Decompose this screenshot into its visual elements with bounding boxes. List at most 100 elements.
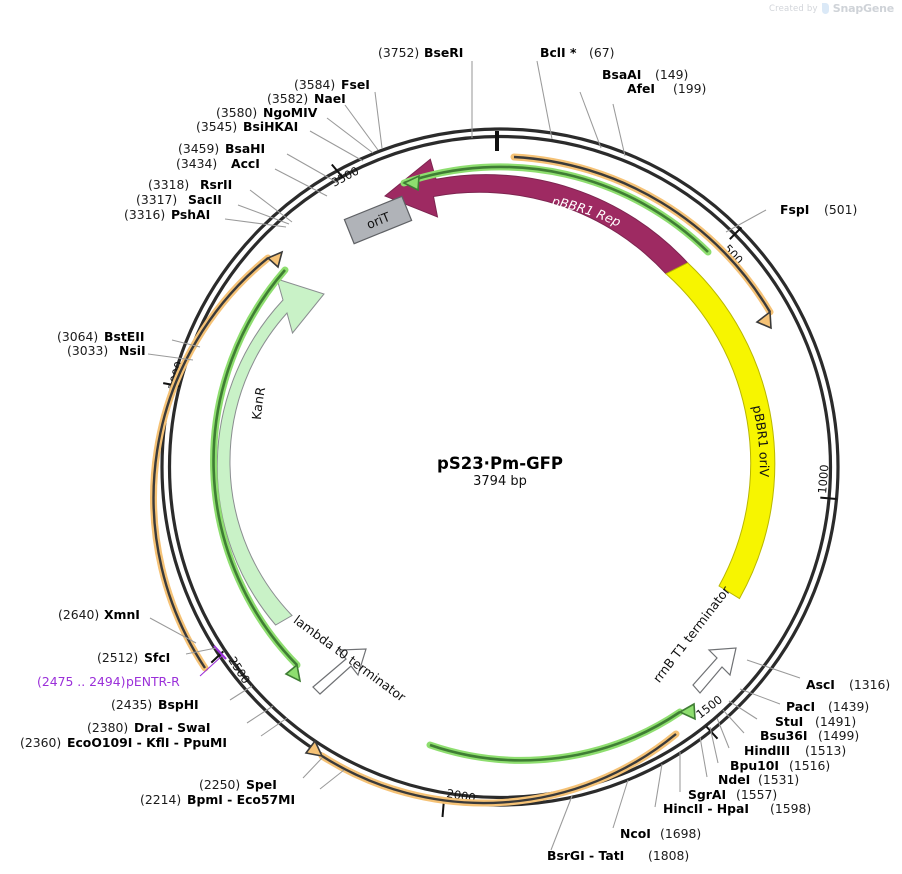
snapgene-watermark: Created by SnapGene (769, 2, 894, 15)
site-label-PacI[interactable]: PacI (1439) (786, 699, 869, 714)
site-label-NcoI[interactable]: NcoI (1698) (620, 826, 701, 841)
site-label-SacII[interactable]: (3317) SacII (136, 192, 222, 207)
site-pos-NgoMIV: (3580) (216, 105, 257, 120)
site-enzyme-XmnI: XmnI (104, 607, 140, 622)
site-enzyme-NaeI: NaeI (314, 91, 346, 106)
site-label-NaeI[interactable]: (3582) NaeI (267, 91, 346, 106)
site-label-BstEII[interactable]: (3064) BstEII (57, 329, 144, 344)
feature-pBBR1-oriV[interactable]: pBBR1 oriV (665, 262, 776, 600)
site-enzyme-BstEII: BstEII (104, 329, 144, 344)
site-label-NgoMIV[interactable]: (3580) NgoMIV (216, 105, 318, 120)
site-label-BpmI-Eco57MI[interactable]: (2214) BpmI - Eco57MI (140, 792, 295, 807)
site-label-BsaAI[interactable]: BsaAI (149) (602, 67, 688, 82)
site-pos-Bpu10I: (1516) (789, 758, 830, 773)
site-label-BsaHI[interactable]: (3459) BsaHI (178, 141, 265, 156)
site-enzyme-HincII-HpaI: HincII - HpaI (663, 801, 749, 816)
site-label-HincII-HpaI[interactable]: HincII - HpaI (1598) (663, 801, 811, 816)
site-label-AscI[interactable]: AscI (1316) (806, 677, 890, 692)
annotation-arrow-orange-left (150, 250, 284, 672)
site-pos-AscI: (1316) (849, 677, 890, 692)
annotation-arrow-green-top (400, 163, 712, 256)
site-pos-FspI: (501) (824, 202, 857, 217)
site-label-SgrAI[interactable]: SgrAI (1557) (688, 787, 777, 802)
site-labels-top: (3752) BseRI BclI * (67) BsaAI (149) Afe… (378, 45, 706, 96)
feature-label-rrnB-T1-terminator: rrnB T1 terminator (650, 583, 734, 686)
site-label-BseRI[interactable]: (3752) BseRI (378, 45, 463, 60)
site-enzyme-BsaAI: BsaAI (602, 67, 641, 82)
site-pos-BstEII: (3064) (57, 329, 98, 344)
site-label-HindIII[interactable]: HindIII (1513) (744, 743, 846, 758)
feature-KanR[interactable]: KanR (216, 278, 325, 626)
site-pos-SgrAI: (1557) (736, 787, 777, 802)
annotation-arrows (150, 153, 774, 807)
primer-range-pENTR-R: (2475 .. 2494) (37, 674, 126, 689)
site-label-EcoO109I-KflI-PpuMI[interactable]: (2360) EcoO109I - KflI - PpuMI (20, 735, 227, 750)
site-enzyme-FspI: FspI (780, 202, 809, 217)
feature-label-KanR: KanR (249, 386, 268, 421)
site-pos-BsaAI: (149) (655, 67, 688, 82)
site-label-BclI[interactable]: BclI * (67) (540, 45, 614, 60)
site-label-XmnI[interactable]: (2640) XmnI (58, 607, 140, 622)
feature-lambda-t0-terminator[interactable]: lambda t0 terminator (290, 612, 409, 705)
site-label-Bpu10I[interactable]: Bpu10I (1516) (730, 758, 830, 773)
site-label-pENTR-R[interactable]: (2475 .. 2494) pENTR-R (37, 674, 180, 689)
site-pos-BpmI: (2214) (140, 792, 181, 807)
site-label-PshAI[interactable]: (3316) PshAI (124, 207, 210, 222)
site-pos-XmnI: (2640) (58, 607, 99, 622)
site-label-Bsu36I[interactable]: Bsu36I (1499) (760, 728, 859, 743)
site-enzyme-AccI: AccI (231, 156, 260, 171)
site-enzyme-AfeI: AfeI (627, 81, 655, 96)
site-label-FseI[interactable]: (3584) FseI (294, 77, 370, 92)
site-label-AfeI[interactable]: AfeI (199) (627, 81, 706, 96)
primer-name-pENTR-R: pENTR-R (126, 674, 180, 689)
feature-oriT[interactable]: oriT (343, 195, 413, 245)
site-label-FspI[interactable]: FspI (501) (780, 202, 857, 217)
site-enzyme-FseI: FseI (341, 77, 370, 92)
site-pos-BspHI: (2435) (111, 697, 152, 712)
site-pos-PshAI: (3316) (124, 207, 165, 222)
feature-rrnB-T1-terminator[interactable]: rrnB T1 terminator (648, 576, 742, 698)
site-pos-SfcI: (2512) (97, 650, 138, 665)
site-pos-PacI: (1439) (828, 699, 869, 714)
site-enzyme-RsrII: RsrII (200, 177, 232, 192)
site-label-SfcI[interactable]: (2512) SfcI (97, 650, 170, 665)
site-enzyme-BspHI: BspHI (158, 697, 199, 712)
site-enzyme-NcoI: NcoI (620, 826, 651, 841)
site-labels-upper-left: (3584) FseI (3582) NaeI (3580) NgoMIV (3… (124, 77, 370, 222)
site-enzyme-Bpu10I: Bpu10I (730, 758, 779, 773)
site-pos-BsiHKAI: (3545) (196, 119, 237, 134)
site-enzyme-SpeI: SpeI (246, 777, 277, 792)
site-enzyme-BsiHKAI: BsiHKAI (243, 119, 298, 134)
site-enzyme-SacII: SacII (188, 192, 222, 207)
watermark-created-label: Created by (768, 3, 818, 14)
site-label-AccI[interactable]: (3434) AccI (176, 156, 260, 171)
site-label-NsiI[interactable]: (3033) NsiI (67, 343, 146, 358)
site-label-DraI-SwaI[interactable]: (2380) DraI - SwaI (87, 720, 210, 735)
feature-label-lambda-t0-terminator: lambda t0 terminator (291, 612, 409, 705)
site-label-BsiHKAI[interactable]: (3545) BsiHKAI (196, 119, 298, 134)
site-label-RsrII[interactable]: (3318) RsrII (148, 177, 232, 192)
annotation-arrow-green-left (210, 266, 302, 683)
plasmid-size: 3794 bp (473, 474, 527, 489)
site-label-StuI[interactable]: StuI (1491) (775, 714, 856, 729)
site-label-SpeI[interactable]: (2250) SpeI (199, 777, 277, 792)
site-pos-NdeI: (1531) (758, 772, 799, 787)
site-labels-right: FspI (501) AscI (1316) PacI (1439) StuI … (547, 202, 890, 863)
site-pos-DraI-SwaI: (2380) (87, 720, 128, 735)
site-pos-BsrGI-TatI: (1808) (648, 848, 689, 863)
site-pos-HindIII: (1513) (805, 743, 846, 758)
site-pos-AccI: (3434) (176, 156, 217, 171)
site-pos-RsrII: (3318) (148, 177, 189, 192)
site-pos-Bsu36I: (1499) (818, 728, 859, 743)
site-enzyme-NdeI: NdeI (718, 772, 750, 787)
site-label-BsrGI-TatI[interactable]: BsrGI - TatI (1808) (547, 848, 689, 863)
site-enzyme-NgoMIV: NgoMIV (263, 105, 318, 120)
site-label-BspHI[interactable]: (2435) BspHI (111, 697, 199, 712)
site-pos-BseRI: (3752) (378, 45, 419, 60)
site-label-NdeI[interactable]: NdeI (1531) (718, 772, 799, 787)
site-pos-NcoI: (1698) (660, 826, 701, 841)
site-labels-left: (3064) BstEII (3033) NsiI (2640) XmnI (2… (37, 329, 180, 689)
site-pos-BclI: (67) (589, 45, 614, 60)
annotation-arrow-green-bottom (426, 702, 696, 764)
